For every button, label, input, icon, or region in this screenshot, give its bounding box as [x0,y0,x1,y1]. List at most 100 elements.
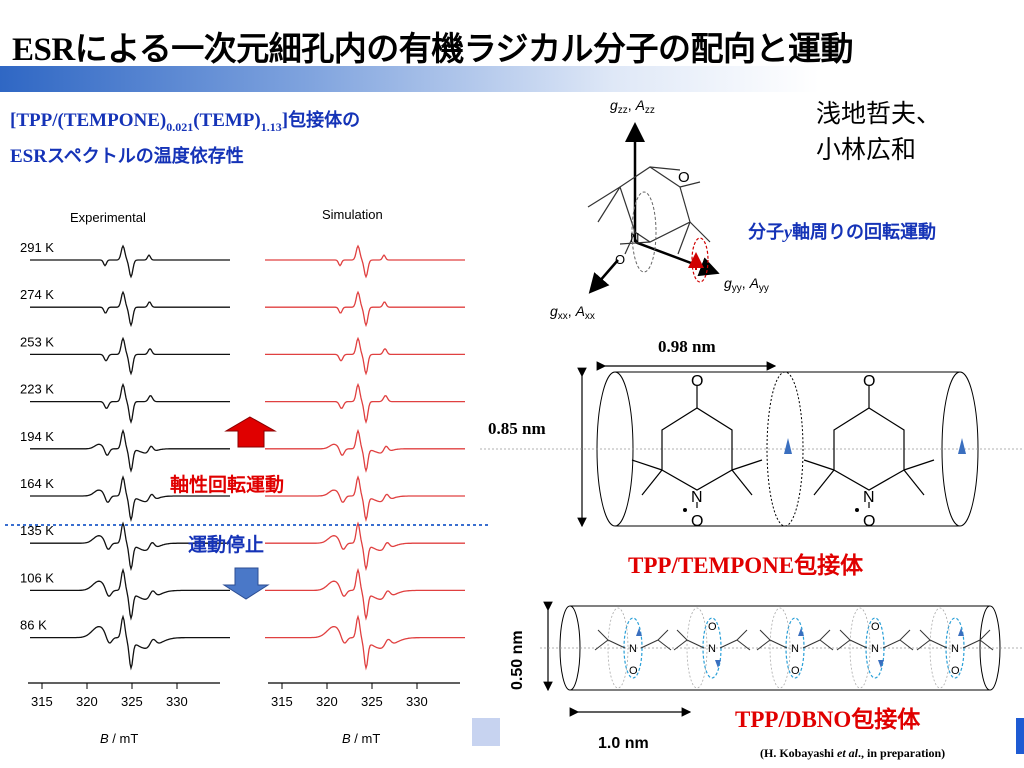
nitrogen: N [691,489,703,506]
tick-label: 330 [406,694,428,709]
subtitle-latin: ESR [10,145,47,167]
tick-label: 325 [121,694,143,709]
nitroxide-o: O [708,621,717,633]
nitrogen: N [708,643,716,655]
tick-label: 315 [31,694,53,709]
radical-dot [683,508,687,512]
experimental-trace [30,382,230,425]
simulated-trace [265,567,465,621]
nitroxide-o: O [863,513,875,530]
dbno-height-label: 0.50 nm [509,630,526,690]
spectra-traces: 291 K 274 K 253 K 223 K 194 K 164 K 135 K 106 K… [20,240,465,671]
subtitle-jp: スペクトルの温度依存性 [46,145,244,167]
experimental-trace [30,428,230,473]
temperature-label: 274 K [20,287,54,302]
author-line: 小林広和 [816,135,917,164]
tempone-caption: TPP/TEMPONE包接体 [628,553,864,579]
rotation-ellipse-gray [631,191,657,273]
nitroxide-o: O [629,665,638,677]
subtitle-part: ] [281,110,289,131]
dbno-molecule: NO [594,607,672,689]
experimental-trace [30,290,230,328]
x-axis-label-exp: B / mT [100,731,138,746]
simulation-label: Simulation [322,207,383,222]
spin-marker [878,660,884,668]
dbno-width-label: 1.0 nm [598,735,649,752]
gxx-axis-label: gxx, Axx [550,303,595,322]
radical-dot [855,508,859,512]
experimental-trace [30,567,230,621]
title-rest: による一次元細孔内の有機ラジカル分子の配向と運動 [74,29,854,68]
experimental-trace [30,475,230,522]
rotation-ellipse-red [691,237,709,283]
nitroxide-o: O [871,621,880,633]
simulation-axis: 315 320 325 330 [268,682,460,709]
blue-down-arrow [222,567,270,600]
tempone-molecule: ONO [631,373,763,530]
tempone-width-label: 0.98 nm [658,337,716,356]
spin-marker [958,438,966,454]
subtitle-part: [TPP/(TEMPONE) [10,110,167,131]
subtitle: [TPP/(TEMPONE)0.021(TEMP)1.13]包接体の ESRスペ… [10,106,360,171]
dbno-molecule: NO [673,607,751,689]
spin-marker [958,628,964,636]
gzz-axis-label: gzz, Azz [610,97,655,116]
temperature-label: 106 K [20,570,54,585]
temperature-label: 164 K [20,476,54,491]
subtitle-part: (TEMP) [193,110,261,131]
cylinder-end-left [596,371,634,527]
decorative-bar [1016,718,1024,754]
carbonyl-o: O [678,169,690,186]
tick-label: 320 [76,694,98,709]
motion-stop-label: 運動停止 [188,534,265,556]
tick-label: 320 [316,694,338,709]
experimental-axis: 315 320 325 330 [28,682,220,709]
simulated-trace [265,382,465,425]
author-line: 浅地哲夫、 [816,99,942,128]
dbno-molecule: NO [756,607,834,689]
x-axis-label-sim: B / mT [342,731,380,746]
red-up-arrow [224,416,277,448]
subtitle-sub: 1.13 [260,119,282,134]
simulated-trace [265,244,465,279]
nitrogen: N [863,489,875,506]
cylinder-section [766,371,804,527]
carbonyl-o: O [863,373,875,390]
spin-marker [636,628,642,636]
nitroxide-o: O [691,513,703,530]
molecule-axes-diagram: gzz, Azz O N O gyy, Ayy gxx, Axx [550,97,769,322]
tempone-molecule: ONO [803,373,935,530]
x-axis-arrow [588,259,619,294]
nitroxide-o: O [615,252,625,267]
temperature-label: 135 K [20,523,54,538]
dbno-caption: TPP/DBNO包接体 [735,707,921,733]
reference-note: (H. Kobayashi et al., in preparation) [760,746,946,760]
experimental-trace [30,521,230,572]
nitrogen: N [951,643,959,655]
tempone-height-label: 0.85 nm [488,419,546,438]
gyy-axis-label: gyy, Ayy [724,275,769,294]
subtitle-jp: 包接体の [288,110,361,131]
spin-marker [798,628,804,636]
temperature-label: 86 K [20,618,47,633]
axial-rotation-label: 軸性回転運動 [170,474,285,496]
rotation-label: 分子y軸周りの回転運動 [748,222,936,243]
tempone-skeleton [587,166,711,255]
temperature-label: 253 K [20,334,54,349]
simulated-trace [265,428,465,473]
nitroxide-o: O [791,665,800,677]
tick-label: 315 [271,694,293,709]
simulated-trace [265,614,465,671]
simulated-trace [265,521,465,572]
nitrogen: N [871,643,879,655]
nitroxide-o: O [951,665,960,677]
decorative-square [472,718,500,746]
simulated-trace [265,290,465,328]
experimental-label: Experimental [70,210,146,225]
tick-label: 325 [361,694,383,709]
